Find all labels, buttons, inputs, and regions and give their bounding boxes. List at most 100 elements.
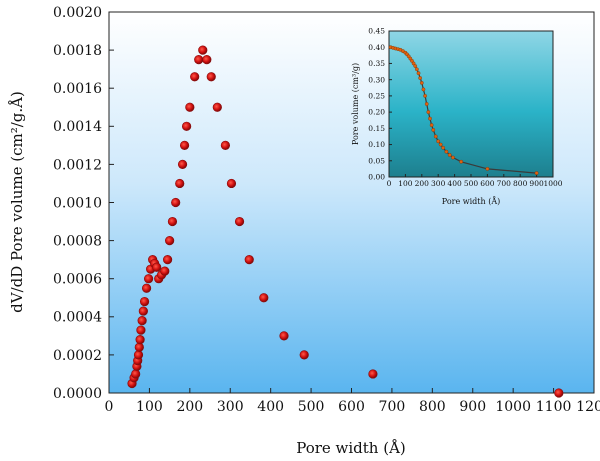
inset-data-point: [411, 61, 416, 66]
y-tick-label: 0.0002: [53, 348, 102, 364]
x-tick-label: 900: [459, 399, 486, 415]
inset-data-point: [415, 67, 419, 72]
inset-data-point: [436, 139, 441, 144]
main-data-point: [163, 255, 173, 265]
y-tick-label: 0.30: [368, 75, 385, 84]
x-tick-label: 100: [398, 179, 413, 188]
inset-x-axis-label: Pore width (Å): [442, 197, 500, 206]
main-data-points: [127, 45, 564, 398]
x-tick-label: 800: [513, 179, 528, 188]
x-tick-label: 700: [497, 179, 512, 188]
main-data-point: [220, 140, 230, 150]
main-x-axis-label: Pore width (Å): [296, 439, 406, 457]
main-data-point: [135, 335, 145, 345]
inset-data-point: [438, 142, 443, 147]
main-data-point: [160, 266, 170, 276]
main-data-point: [368, 369, 378, 379]
inset-data-point: [418, 76, 423, 80]
main-data-point: [185, 102, 195, 112]
y-tick-label: 0.0012: [53, 157, 102, 173]
main-data-point: [259, 293, 269, 303]
main-data-point: [279, 331, 289, 341]
x-tick-label: 400: [447, 179, 462, 188]
y-tick-label: 0.15: [368, 124, 385, 133]
inset-data-point: [444, 149, 449, 154]
inset-data-point: [410, 58, 414, 63]
x-tick-label: 500: [298, 399, 325, 415]
y-tick-label: 0.0000: [53, 386, 102, 402]
x-tick-label: 0: [105, 399, 114, 415]
y-tick-label: 0.0016: [53, 81, 102, 97]
x-tick-label: 200: [415, 179, 430, 188]
main-data-point: [179, 140, 190, 150]
x-tick-label: 600: [338, 399, 365, 415]
main-data-point: [136, 325, 146, 335]
main-data-point: [244, 255, 254, 265]
y-tick-label: 0.0004: [53, 310, 102, 326]
y-tick-label: 0.35: [368, 59, 385, 68]
y-tick-label: 0.0010: [53, 195, 102, 211]
main-data-point: [198, 45, 208, 55]
inset-data-point: [426, 110, 431, 114]
y-tick-label: 0.0008: [53, 234, 102, 250]
x-tick-label: 900: [529, 179, 544, 188]
x-tick-label: 100: [136, 399, 163, 415]
x-tick-label: 200: [176, 399, 203, 415]
x-tick-label: 1100: [536, 399, 572, 415]
y-tick-label: 0.00: [368, 173, 385, 182]
main-data-point: [206, 72, 216, 82]
inset-data-points: [388, 45, 539, 175]
main-data-point: [138, 306, 148, 316]
x-tick-label: 1000: [543, 179, 562, 188]
main-data-point: [144, 274, 154, 284]
main-data-point: [234, 216, 245, 227]
inset-data-point: [485, 167, 490, 171]
y-tick-label: 0.40: [368, 43, 385, 52]
x-tick-label: 700: [379, 399, 406, 415]
y-tick-label: 0.0006: [53, 272, 102, 288]
main-data-point: [137, 316, 147, 326]
x-tick-label: 1000: [495, 399, 531, 415]
inset-data-point: [441, 145, 445, 150]
main-data-point: [171, 197, 181, 208]
y-tick-label: 0.25: [368, 92, 385, 101]
x-tick-label: 400: [257, 399, 284, 415]
inset-data-point: [419, 81, 424, 85]
main-data-point: [165, 236, 175, 246]
main-data-point: [134, 342, 144, 352]
y-tick-label: 0.0014: [53, 119, 102, 135]
inset-data-point: [424, 102, 429, 106]
y-tick-label: 0.0018: [53, 43, 102, 59]
main-data-point: [202, 55, 212, 65]
main-data-point: [190, 72, 200, 82]
inset-data-point: [534, 171, 539, 175]
inset-data-point: [413, 64, 418, 68]
main-data-point: [226, 178, 237, 189]
main-data-point: [139, 296, 150, 307]
main-data-point: [175, 178, 185, 189]
main-y-axis-label: dV/dD Pore volume (cm²/g.Å): [8, 91, 26, 313]
main-data-point: [299, 350, 309, 360]
inset-plot-area: [388, 30, 554, 178]
main-data-point: [131, 369, 141, 379]
main-axes: 0 100 200 300 400 500 600 700 800 900 1000 1100 120 0…: [53, 5, 600, 415]
inset-data-point: [423, 94, 427, 98]
inset-axes: 0 100 200 300 400 500 600 700 800 900 1000 0.00 0.05…: [368, 27, 562, 188]
main-data-point: [194, 55, 204, 65]
inset-data-point: [451, 155, 455, 160]
x-tick-label: 600: [480, 179, 495, 188]
x-tick-label: 300: [217, 399, 244, 415]
x-tick-label: 300: [431, 179, 446, 188]
x-tick-label: 0: [387, 179, 392, 188]
inset-data-point: [421, 87, 426, 92]
inset-data-point: [431, 128, 436, 132]
y-tick-label: 0.45: [368, 27, 385, 36]
main-data-point: [212, 102, 222, 112]
y-tick-label: 0.0020: [53, 5, 102, 21]
main-data-point: [133, 350, 144, 360]
y-tick-label: 0.05: [368, 156, 385, 165]
main-data-point: [167, 216, 178, 227]
inset-data-point: [459, 159, 464, 164]
inset-data-point: [416, 71, 421, 76]
